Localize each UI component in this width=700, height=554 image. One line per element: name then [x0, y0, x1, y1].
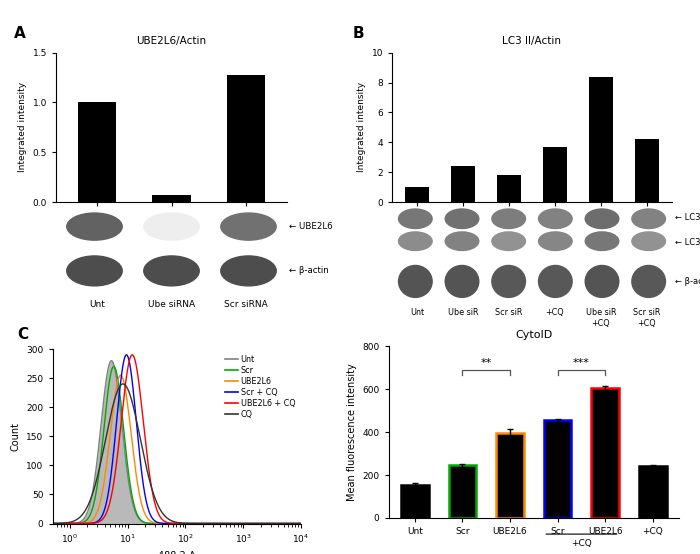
Ellipse shape — [492, 209, 526, 228]
Text: Ube siR: Ube siR — [448, 309, 478, 317]
Y-axis label: Integrated intensity: Integrated intensity — [18, 83, 27, 172]
Text: Unt: Unt — [410, 309, 424, 317]
Ellipse shape — [144, 213, 200, 240]
Text: ***: *** — [573, 358, 590, 368]
Ellipse shape — [632, 232, 666, 250]
Text: ← β-actin: ← β-actin — [675, 277, 700, 286]
Bar — [401, 485, 428, 518]
Text: ← LC3 II: ← LC3 II — [675, 238, 700, 247]
Ellipse shape — [445, 209, 479, 228]
Ellipse shape — [220, 256, 276, 286]
Ellipse shape — [445, 232, 479, 250]
Text: ← UBE2L6: ← UBE2L6 — [289, 222, 333, 231]
Ellipse shape — [492, 265, 526, 297]
Bar — [452, 166, 475, 202]
Ellipse shape — [66, 213, 122, 240]
Bar — [405, 187, 429, 202]
Ellipse shape — [492, 232, 526, 250]
Ellipse shape — [538, 232, 572, 250]
Bar — [449, 465, 476, 518]
Ellipse shape — [66, 256, 122, 286]
Bar — [227, 75, 265, 202]
Ellipse shape — [585, 265, 619, 297]
Text: Scr siRNA: Scr siRNA — [224, 300, 268, 309]
Text: C: C — [18, 326, 29, 342]
Bar — [78, 102, 116, 202]
Title: CytoID: CytoID — [515, 330, 552, 340]
Bar — [152, 195, 191, 202]
Ellipse shape — [398, 209, 432, 228]
Text: Scr siR
+CQ: Scr siR +CQ — [633, 309, 660, 328]
Bar — [496, 433, 524, 518]
Text: A: A — [15, 25, 26, 40]
Bar — [543, 147, 567, 202]
Bar — [589, 76, 612, 202]
Text: +CQ: +CQ — [545, 309, 564, 317]
Ellipse shape — [220, 213, 276, 240]
Ellipse shape — [632, 209, 666, 228]
Title: LC3 II/Actin: LC3 II/Actin — [503, 37, 561, 47]
Title: UBE2L6/Actin: UBE2L6/Actin — [136, 37, 206, 47]
Y-axis label: Mean fluorescence intensity: Mean fluorescence intensity — [346, 363, 357, 501]
Ellipse shape — [398, 265, 432, 297]
Ellipse shape — [398, 232, 432, 250]
Ellipse shape — [585, 209, 619, 228]
Y-axis label: Count: Count — [10, 422, 21, 451]
Ellipse shape — [585, 232, 619, 250]
Ellipse shape — [445, 265, 479, 297]
Text: +CQ: +CQ — [571, 539, 592, 548]
Bar — [635, 140, 659, 202]
Ellipse shape — [538, 209, 572, 228]
Text: ← LC3 I: ← LC3 I — [675, 213, 700, 222]
Bar — [592, 388, 619, 518]
Bar — [544, 420, 571, 518]
Ellipse shape — [632, 265, 666, 297]
Bar — [639, 466, 666, 518]
Ellipse shape — [538, 265, 572, 297]
Text: Unt: Unt — [89, 300, 105, 309]
Text: **: ** — [480, 358, 492, 368]
Text: Ube siR
+CQ: Ube siR +CQ — [586, 309, 616, 328]
X-axis label: 488 2-A: 488 2-A — [158, 551, 195, 554]
Y-axis label: Integrated intensity: Integrated intensity — [357, 83, 366, 172]
Legend: Unt, Scr, UBE2L6, Scr + CQ, UBE2L6 + CQ, CQ: Unt, Scr, UBE2L6, Scr + CQ, UBE2L6 + CQ,… — [224, 353, 297, 420]
Text: B: B — [353, 25, 365, 40]
Ellipse shape — [144, 256, 200, 286]
Text: ← β-actin: ← β-actin — [289, 266, 329, 275]
Bar — [497, 175, 521, 202]
Text: Ube siRNA: Ube siRNA — [148, 300, 195, 309]
Text: Scr siR: Scr siR — [496, 309, 523, 317]
